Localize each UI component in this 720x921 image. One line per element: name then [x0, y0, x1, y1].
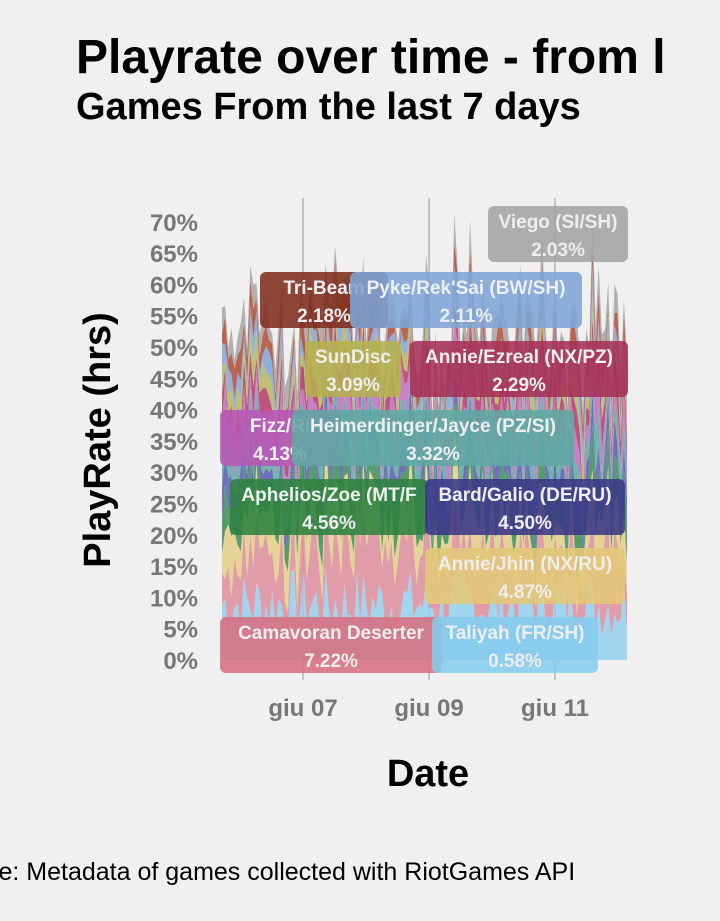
chart-subtitle: Games From the last 7 days — [76, 86, 581, 128]
series-label-box — [432, 617, 598, 673]
y-tick-label: 20% — [150, 523, 198, 550]
series-label-value: 3.32% — [406, 444, 460, 465]
y-tick-label: 25% — [150, 492, 198, 519]
x-tick-label: giu 11 — [521, 695, 589, 722]
series-label-name: Annie/Ezreal (NX/PZ) — [425, 347, 613, 368]
series-label-name: Annie/Jhin (NX/RU) — [438, 554, 612, 575]
series-label-value: 0.58% — [488, 651, 542, 672]
y-tick-label: 60% — [150, 272, 198, 299]
series-label-name: Taliyah (FR/SH) — [446, 623, 585, 644]
y-tick-label: 45% — [150, 366, 198, 393]
series-label-name: Camavoran Deserter — [238, 623, 424, 644]
series-label: Camavoran Deserter 7.22% — [220, 617, 442, 673]
series-label-name: SunDisc — [315, 347, 391, 368]
series-label-box — [488, 206, 628, 262]
series-label-box — [305, 341, 401, 397]
area-series — [222, 482, 627, 640]
x-axis-title: Date — [387, 753, 469, 795]
series-label-name: Pyke/Rek'Sai (BW/SH) — [367, 278, 566, 299]
series-label: Heimerdinger/Jayce (PZ/SI) 3.32% — [292, 410, 574, 466]
series-label-value: 2.11% — [440, 306, 493, 327]
series-label-box — [410, 341, 628, 397]
series-label-value: 2.18% — [297, 306, 351, 327]
series-label-name: Aphelios/Zoe (MT/F — [241, 485, 416, 506]
y-tick-label: 5% — [163, 617, 198, 644]
y-tick-label: 50% — [150, 335, 198, 362]
y-tick-label: 0% — [163, 648, 198, 675]
series-label: Annie/Ezreal (NX/PZ) 2.29% — [410, 341, 628, 397]
y-tick-label: 40% — [150, 398, 198, 425]
series-label-name: Bard/Galio (DE/RU) — [438, 485, 611, 506]
series-label-box — [230, 479, 428, 535]
series-label: Viego (SI/SH) 2.03% — [488, 206, 628, 262]
y-tick-label: 65% — [150, 241, 198, 268]
series-label-value: 2.29% — [492, 375, 546, 396]
chart-title: Playrate over time - from l — [76, 31, 666, 84]
series-label-name: Heimerdinger/Jayce (PZ/SI) — [310, 416, 556, 437]
series-label-box — [350, 272, 582, 328]
x-tick-label: giu 07 — [268, 695, 337, 722]
series-label-value: 4.50% — [498, 513, 552, 534]
series-label-value: 2.03% — [531, 240, 585, 261]
y-tick-label: 30% — [150, 460, 198, 487]
y-tick-label: 10% — [150, 585, 198, 612]
series-label-box — [292, 410, 574, 466]
series-label-box — [425, 548, 625, 604]
y-tick-label: 35% — [150, 429, 198, 456]
series-label-value: 7.22% — [304, 651, 358, 672]
series-label-box — [425, 479, 625, 535]
series-label-value: 4.87% — [498, 582, 552, 603]
y-tick-label: 70% — [150, 210, 198, 237]
series-label: Bard/Galio (DE/RU) 4.50% — [425, 479, 625, 535]
series-label-name: Tri-Beam — [283, 278, 364, 299]
series-label: Aphelios/Zoe (MT/F 4.56% — [230, 479, 428, 535]
series-label: Taliyah (FR/SH) 0.58% — [432, 617, 598, 673]
series-label: Annie/Jhin (NX/RU) 4.87% — [425, 548, 625, 604]
series-label-value: 3.09% — [326, 375, 380, 396]
source-caption: ce: Metadata of games collected with Rio… — [0, 858, 576, 886]
y-axis-title: PlayRate (hrs) — [77, 312, 119, 568]
series-label-box — [220, 617, 442, 673]
y-tick-label: 15% — [150, 554, 198, 581]
series-label-name: Viego (SI/SH) — [499, 212, 618, 233]
series-label: SunDisc 3.09% — [305, 341, 401, 397]
x-tick-label: giu 09 — [394, 695, 463, 722]
series-label: Pyke/Rek'Sai (BW/SH) 2.11% — [350, 272, 582, 328]
series-label-value: 4.56% — [302, 513, 356, 534]
y-tick-label: 55% — [150, 304, 198, 331]
